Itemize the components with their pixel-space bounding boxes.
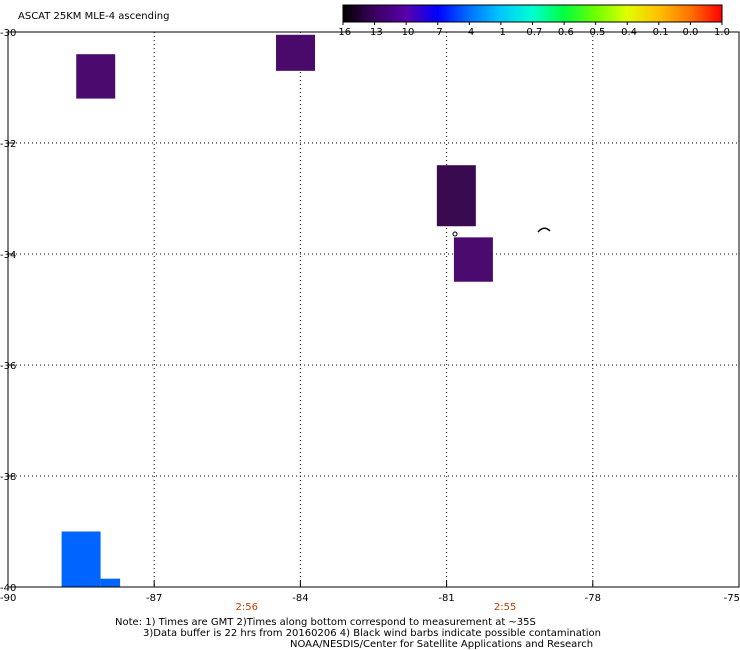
x-tick-label: -75 xyxy=(724,593,740,604)
axes: -90 -87 -84 -81 -78 -75 -30 -32 -34 -36 -38 -40 xyxy=(0,28,740,604)
x-tick-label: -90 xyxy=(0,593,16,604)
colorbar-label: -0.6 xyxy=(554,27,574,38)
data-cell xyxy=(100,578,121,587)
y-tick-label: -36 xyxy=(0,361,16,372)
grid-lines xyxy=(8,32,739,587)
note-line-3: NOAA/NESDIS/Center for Satellite Applica… xyxy=(290,639,593,650)
plot-frame xyxy=(7,31,740,588)
colorbar-label: -4 xyxy=(464,27,474,38)
wind-barb xyxy=(537,227,551,233)
colorbar-label: -1 xyxy=(496,27,506,38)
data-cell xyxy=(61,531,101,587)
wind-barb-circle xyxy=(452,231,458,237)
colorbar-label: -13 xyxy=(366,27,382,38)
data-cell xyxy=(453,237,493,282)
time-labels: 2:56 2:55 xyxy=(236,602,517,613)
colorbar-label: 0.0 xyxy=(682,27,698,38)
colorbar-label: -0.5 xyxy=(586,27,606,38)
colorbar-label: -16 xyxy=(335,27,351,38)
colorbar: -16 -13 -10 -7 -4 -1 -0.7 -0.6 -0.5 -0.4 -0.1 0.0 1.… xyxy=(335,4,730,38)
y-tick-label: -38 xyxy=(0,472,16,483)
data-cell xyxy=(436,165,476,227)
wind-barbs xyxy=(452,227,551,237)
colorbar-label: -7 xyxy=(433,27,443,38)
colorbar-label: -10 xyxy=(398,27,414,38)
x-tick-label: -84 xyxy=(292,593,308,604)
time-label: 2:55 xyxy=(494,602,516,613)
y-tick-label: -32 xyxy=(0,139,16,150)
data-cells xyxy=(61,34,493,587)
note-line-2: 3)Data buffer is 22 hrs from 20160206 4)… xyxy=(143,628,601,639)
colorbar-label: -0.7 xyxy=(523,27,543,38)
data-cell xyxy=(76,54,116,99)
y-tick-label: -40 xyxy=(0,583,16,594)
note-line-1: Note: 1) Times are GMT 2)Times along bot… xyxy=(115,617,536,628)
colorbar-gradient xyxy=(342,4,723,23)
x-tick-label: -81 xyxy=(438,593,454,604)
colorbar-label: 1.0 xyxy=(714,27,730,38)
x-tick-label: -78 xyxy=(585,593,601,604)
chart-title: ASCAT 25KM MLE-4 ascending xyxy=(18,11,169,22)
y-tick-label: -34 xyxy=(0,250,16,261)
time-label: 2:56 xyxy=(236,602,258,613)
y-tick-label: -30 xyxy=(0,28,16,39)
colorbar-label: -0.1 xyxy=(649,27,669,38)
data-cell xyxy=(276,34,316,71)
x-tick-label: -87 xyxy=(146,593,162,604)
colorbar-label: -0.4 xyxy=(617,27,637,38)
